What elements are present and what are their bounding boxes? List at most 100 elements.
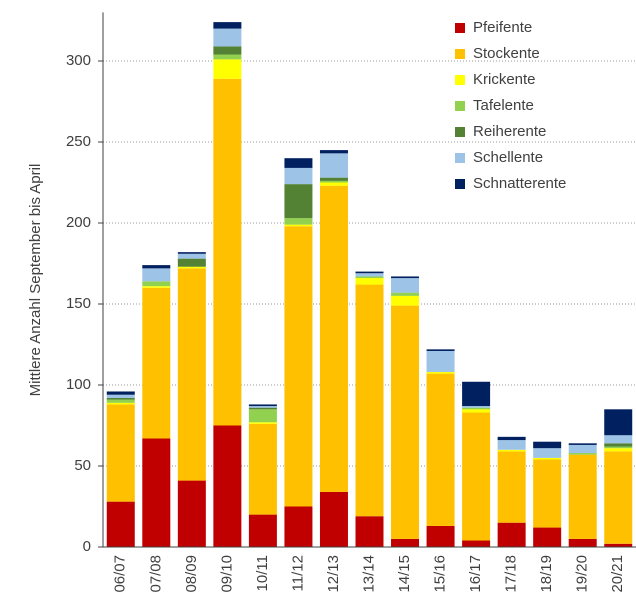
bar-segment <box>142 438 171 547</box>
bar-segment <box>391 278 420 293</box>
x-tick-label: 15/16 <box>432 555 449 593</box>
bar-segment <box>284 167 313 185</box>
bar-segment <box>533 448 562 458</box>
bar-segment <box>177 258 206 267</box>
legend-label: Stockente <box>473 45 540 62</box>
bar-segment <box>319 491 348 547</box>
bar-segment <box>462 406 491 408</box>
bar-segment <box>604 435 633 444</box>
bar-segment <box>284 226 313 507</box>
bar-segment <box>284 158 313 168</box>
legend-swatch <box>455 153 465 163</box>
bar-segment <box>319 177 348 181</box>
bar-segment <box>213 425 242 547</box>
bar-segment <box>568 454 597 539</box>
legend-swatch <box>455 75 465 85</box>
bar-segment <box>177 253 206 259</box>
bar-segment <box>497 449 526 452</box>
bar-segment <box>426 350 455 373</box>
bar-segment <box>391 305 420 539</box>
legend-label: Tafelente <box>473 97 534 114</box>
bar-segment <box>142 286 171 288</box>
bar-segment <box>604 451 633 544</box>
legend-swatch <box>455 49 465 59</box>
bar-segment <box>319 182 348 186</box>
bar-segment <box>497 451 526 523</box>
bar-segment <box>497 522 526 547</box>
bar-segment <box>213 59 242 79</box>
bar-segment <box>106 399 135 403</box>
bar-segment <box>142 268 171 282</box>
bar-segment <box>533 459 562 528</box>
legend-swatch <box>455 101 465 111</box>
y-tick-label: 100 <box>66 376 91 393</box>
bar-segment <box>106 402 135 405</box>
bar-segment <box>426 349 455 351</box>
bar-segment <box>533 527 562 547</box>
bar-segment <box>106 404 135 502</box>
bar-segment <box>568 443 597 445</box>
x-tick-label: 18/19 <box>538 555 555 593</box>
y-tick-label: 200 <box>66 214 91 231</box>
legend-label: Krickente <box>473 71 536 88</box>
x-tick-label: 09/10 <box>218 555 235 593</box>
x-tick-label: 19/20 <box>574 555 591 593</box>
x-tick-label: 06/07 <box>112 555 129 593</box>
bar-segment <box>213 28 242 47</box>
bar-segment <box>426 372 455 374</box>
bar-segment <box>604 543 633 547</box>
bar-segment <box>142 281 171 287</box>
bar-segment <box>177 266 206 269</box>
legend-swatch <box>455 127 465 137</box>
bar-segment <box>177 480 206 547</box>
x-tick-label: 13/14 <box>360 555 377 593</box>
bar-segment <box>497 436 526 441</box>
legend-swatch <box>455 23 465 33</box>
bar-segment <box>106 394 135 398</box>
bar-segment <box>604 443 633 447</box>
legend-label: Reiherente <box>473 123 546 140</box>
bar-segment <box>355 284 384 517</box>
y-tick-label: 0 <box>83 538 91 555</box>
bar-segment <box>462 381 491 407</box>
legend-swatch <box>455 179 465 189</box>
bar-segment <box>106 501 135 547</box>
bar-segment <box>462 407 491 410</box>
y-tick-label: 50 <box>74 457 91 474</box>
x-tick-label: 07/08 <box>147 555 164 593</box>
bar-segment <box>106 397 135 400</box>
bar-segment <box>248 404 277 407</box>
bar-segment <box>391 538 420 547</box>
bar-segment <box>497 440 526 450</box>
x-tick-label: 10/11 <box>254 555 271 591</box>
bar-segment <box>284 218 313 225</box>
y-tick-label: 250 <box>66 133 91 150</box>
bar-segment <box>142 287 171 439</box>
bar-segment <box>248 409 277 423</box>
bar-segment <box>355 516 384 547</box>
bar-segment <box>568 444 597 454</box>
bar-segment <box>355 278 384 285</box>
bar-segment <box>426 373 455 526</box>
bar-segment <box>355 271 384 274</box>
bar-segment <box>462 540 491 547</box>
bar-segment <box>284 506 313 547</box>
y-axis-label: Mittlere Anzahl September bis April <box>27 164 44 397</box>
bar-segment <box>213 54 242 60</box>
x-tick-label: 20/21 <box>609 555 626 593</box>
bar-segment <box>319 185 348 492</box>
bar-segment <box>604 448 633 452</box>
bar-segment <box>248 406 277 408</box>
bar-segment <box>391 292 420 296</box>
legend-label: Pfeifente <box>473 19 532 36</box>
x-tick-label: 08/09 <box>183 555 200 593</box>
bar-segment <box>462 409 491 413</box>
bar-segment <box>213 46 242 55</box>
y-tick-label: 300 <box>66 52 91 69</box>
y-tick-label: 150 <box>66 295 91 312</box>
bar-segment <box>533 441 562 449</box>
bar-segment <box>106 391 135 395</box>
x-tick-label: 11/12 <box>289 555 306 591</box>
legend-label: Schnatterente <box>473 175 566 192</box>
